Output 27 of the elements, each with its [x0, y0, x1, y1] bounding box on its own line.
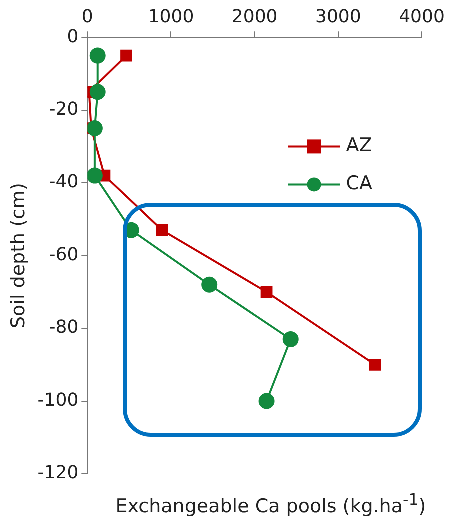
x-axis-title: Exchangeable Ca pools (kg.ha$^{-1}$) [114, 490, 428, 518]
point [88, 168, 103, 184]
point [90, 48, 106, 64]
point [282, 331, 299, 348]
legend-label: CA [346, 172, 373, 195]
x-tick-label: 3000 [316, 6, 362, 28]
y-tick-label: -100 [38, 390, 79, 411]
point [120, 50, 132, 62]
legend-label: AZ [346, 134, 372, 157]
point [202, 276, 218, 293]
x-tick-label: 0 [82, 6, 94, 28]
y-axis-title: Soil depth (cm) [7, 183, 30, 329]
point [90, 84, 106, 100]
point [260, 286, 273, 298]
y-tick-label: -40 [49, 172, 79, 193]
point [258, 393, 275, 410]
point [369, 358, 382, 371]
point [88, 120, 103, 137]
y-tick-label: -120 [38, 462, 79, 484]
y-tick-label: 0 [67, 26, 79, 48]
x-tick-label: 4000 [399, 6, 445, 28]
y-tick-label: -20 [49, 99, 79, 120]
point [156, 224, 168, 236]
x-tick-label: 1000 [148, 6, 194, 28]
x-tick-label: 2000 [232, 6, 278, 28]
y-tick-label: -80 [49, 317, 79, 338]
y-tick-label: -60 [49, 244, 79, 266]
